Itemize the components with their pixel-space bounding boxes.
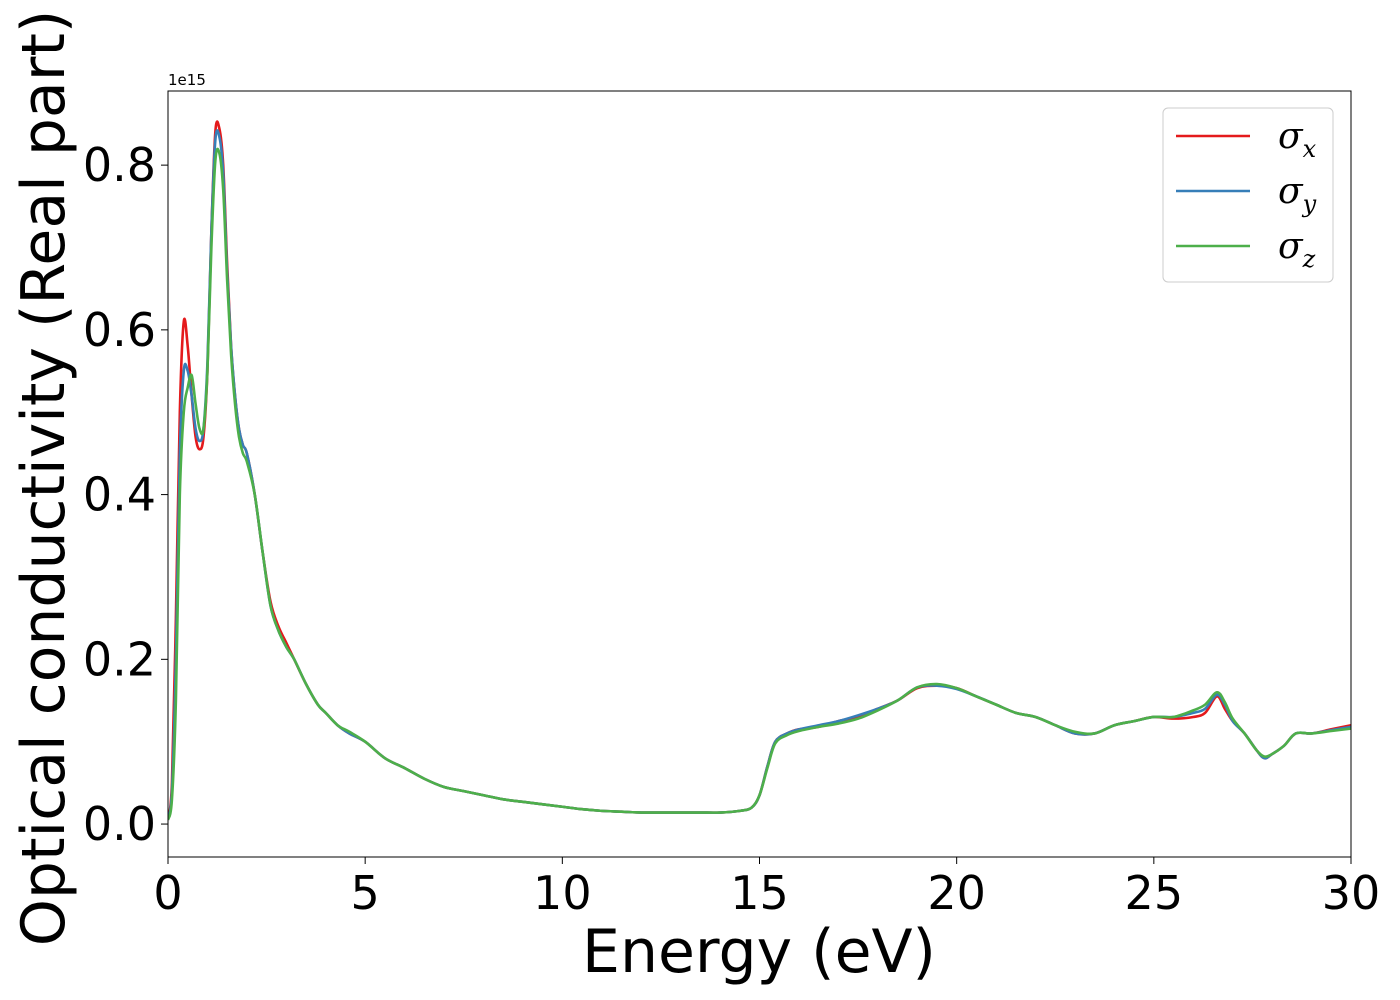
x-tick-label: 10 <box>533 866 592 920</box>
plot-area <box>168 120 1351 821</box>
y-tick-label: 0.2 <box>83 632 156 686</box>
axes: 0 5 10 15 20 25 30 0.0 0.2 0.4 0.6 0.8 <box>83 90 1381 920</box>
y-tick-label: 0.8 <box>83 138 156 192</box>
x-tick-label: 5 <box>351 866 380 920</box>
x-axis-label: Energy (eV) <box>582 917 936 987</box>
series-line-z <box>168 147 1351 821</box>
series-lines <box>168 120 1351 821</box>
y-axis-label: Optical conductivity (Real part) <box>9 10 79 947</box>
x-tick-label: 20 <box>927 866 986 920</box>
y-tick-label: 0.0 <box>83 797 156 851</box>
y-tick-label: 0.4 <box>83 468 156 522</box>
y-offset-label: 1e15 <box>168 71 206 89</box>
x-tick-label: 15 <box>730 866 789 920</box>
x-tick-label: 30 <box>1322 866 1381 920</box>
legend-label-x: σx <box>1278 116 1317 163</box>
y-tick-label: 0.6 <box>83 303 156 357</box>
legend-box <box>1162 107 1334 283</box>
x-tick-label: 25 <box>1125 866 1184 920</box>
x-tick-label: 0 <box>153 866 182 920</box>
